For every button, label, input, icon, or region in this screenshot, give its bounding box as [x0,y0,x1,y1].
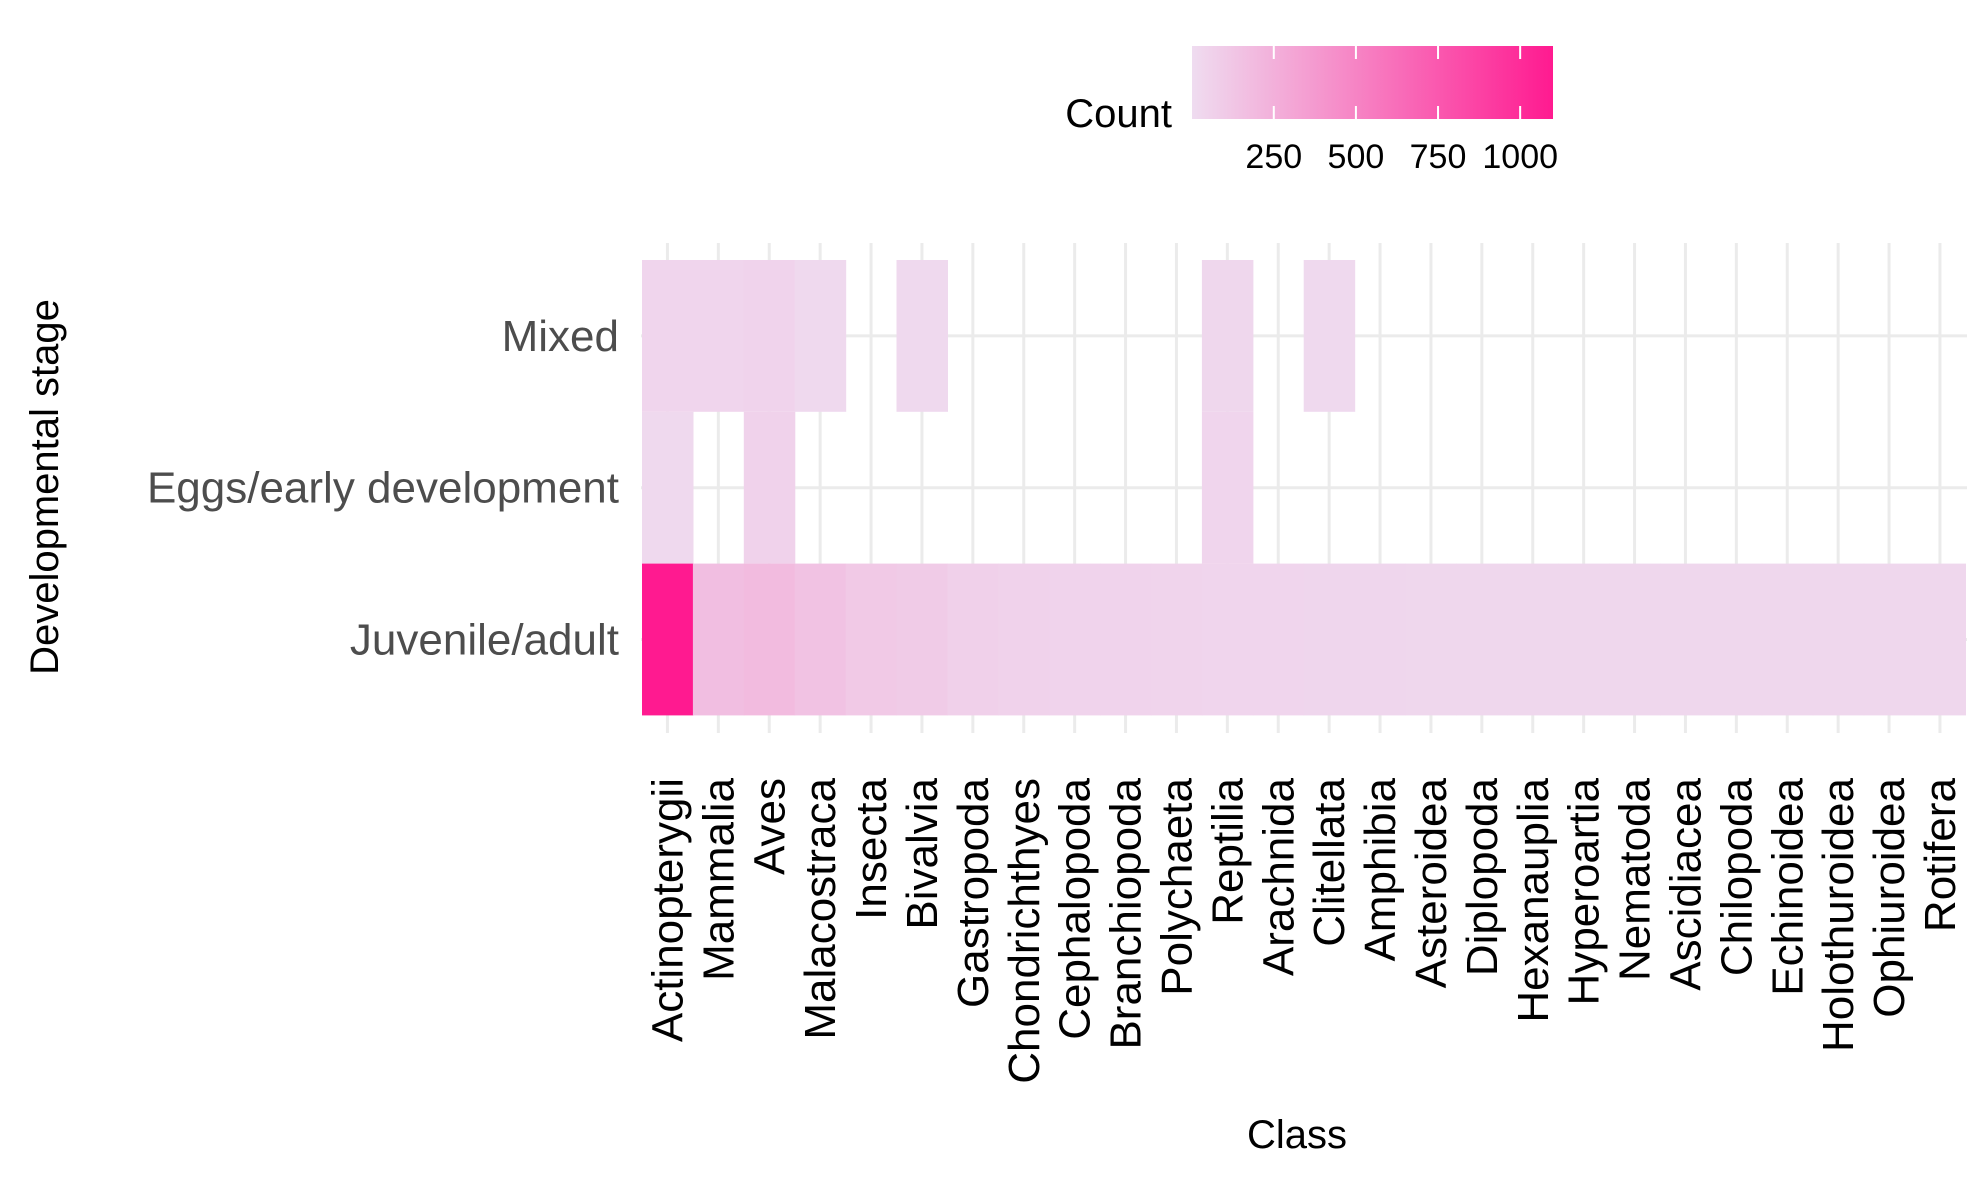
x-axis-title: Class [1247,1113,1347,1157]
x-tick-label-branchiopoda: Branchiopoda [1102,777,1151,1049]
x-tick-label-actinopterygii: Actinopterygii [644,778,693,1042]
x-tick-label-reptilia: Reptilia [1203,777,1252,924]
y-tick-label-juvenile-adult: Juvenile/adult [350,616,619,665]
color-legend: Count 250 500 750 1000 [1065,46,1558,176]
x-tick-label-echinoidea: Echinoidea [1763,777,1812,995]
heatmap-cell-reptilia-eggs-early-development [1201,411,1254,564]
x-tick-label-nematoda: Nematoda [1611,777,1660,981]
heatmap-cell-actinopterygii-eggs-early-development [642,411,694,564]
x-tick-labels: Actinopterygii Mammalia Aves Malacostraca In… [644,718,1965,1084]
y-tick-label-mixed: Mixed [502,312,619,361]
x-tick-label-asteroidea: Asteroidea [1407,777,1456,988]
heatmap-cell-insecta-juvenile-adult [845,563,898,716]
x-tick-label-rotifera: Rotifera [1916,777,1965,932]
heatmap-cell-aves-eggs-early-development [743,411,796,564]
x-tick-label-ophiuroidea: Ophiuroidea [1865,777,1914,1017]
y-tick-label-eggs-early-development: Eggs/early development [147,464,619,513]
legend-tick-label: 750 [1410,138,1467,176]
heatmap-cell-chilopoda-juvenile-adult [1710,563,1763,716]
heatmap-cell-arachnida-juvenile-adult [1252,563,1305,716]
y-tick-labels: Mixed Eggs/early development Juvenile/adul… [147,312,619,665]
heatmap-cells [642,260,1966,716]
heatmap-cell-reptilia-mixed [1201,260,1254,412]
x-tick-label-hexanauplia: Hexanauplia [1509,777,1558,1022]
x-tick-label-holothuroidea: Holothuroidea [1814,777,1863,1051]
legend-color-bar [1192,46,1553,119]
heatmap-cell-chondrichthyes-juvenile-adult [998,563,1050,716]
heatmap-cell-ophiuroidea-juvenile-adult [1863,563,1916,716]
heatmap-cell-actinopterygii-mixed [642,260,694,412]
heatmap-cell-aves-juvenile-adult [743,563,796,716]
x-tick-label-amphibia: Amphibia [1356,777,1405,961]
x-tick-label-aves: Aves [745,778,794,875]
x-tick-label-mammalia: Mammalia [694,777,743,980]
heatmap-cell-rotifera-juvenile-adult [1914,563,1966,716]
heatmap-cell-bivalvia-juvenile-adult [896,563,948,716]
legend-title: Count [1065,92,1172,136]
heatmap-cell-gastropoda-juvenile-adult [947,563,999,716]
heatmap-cell-mammalia-juvenile-adult [692,563,745,716]
heatmap-cell-reptilia-juvenile-adult [1201,563,1254,716]
legend-tick-label: 250 [1245,138,1302,176]
heatmap-cell-cephalopoda-juvenile-adult [1049,563,1101,716]
x-tick-label-gastropoda: Gastropoda [949,777,998,1007]
heatmap-cell-clitellata-juvenile-adult [1303,563,1356,716]
x-tick-label-polychaeta: Polychaeta [1152,777,1201,995]
heatmap-cell-ascidiacea-juvenile-adult [1660,563,1712,716]
heatmap-cell-actinopterygii-juvenile-adult [642,563,694,716]
x-tick-label-malacostraca: Malacostraca [796,777,845,1039]
heatmap-cell-hexanauplia-juvenile-adult [1507,563,1559,716]
heatmap-cell-amphibia-juvenile-adult [1354,563,1407,716]
x-tick-label-insecta: Insecta [847,777,896,919]
x-tick-label-hyperoartia: Hyperoartia [1560,777,1609,1005]
x-tick-label-chondrichthyes: Chondrichthyes [1000,778,1049,1084]
x-tick-label-bivalvia: Bivalvia [898,777,947,929]
x-tick-label-diplopoda: Diplopoda [1458,777,1507,976]
heatmap-cell-holothuroidea-juvenile-adult [1812,563,1865,716]
x-tick-label-clitellata: Clitellata [1305,777,1354,946]
legend-tick-label: 500 [1328,138,1385,176]
heatmap-cell-malacostraca-juvenile-adult [794,563,847,716]
heatmap-cell-nematoda-juvenile-adult [1609,563,1661,716]
heatmap-cell-aves-mixed [743,260,796,412]
y-axis-title: Developmental stage [23,299,67,675]
x-tick-label-cephalopoda: Cephalopoda [1051,777,1100,1039]
heatmap-cell-malacostraca-mixed [794,260,847,412]
heatmap-cell-asteroidea-juvenile-adult [1405,563,1457,716]
x-tick-label-ascidiacea: Ascidiacea [1662,777,1711,990]
x-tick-label-arachnida: Arachnida [1254,777,1303,976]
heatmap-cell-polychaeta-juvenile-adult [1151,563,1203,716]
heatmap-cell-mammalia-mixed [692,260,745,412]
x-tick-label-chilopoda: Chilopoda [1712,777,1761,976]
heatmap-cell-branchiopoda-juvenile-adult [1100,563,1152,716]
heatmap-cell-bivalvia-mixed [896,260,948,412]
heatmap-cell-echinoidea-juvenile-adult [1761,563,1814,716]
legend-ticks: 250 500 750 1000 [1245,46,1558,176]
heatmap-cell-diplopoda-juvenile-adult [1456,563,1508,716]
legend-tick-label: 1000 [1482,138,1558,176]
heatmap-cell-hyperoartia-juvenile-adult [1558,563,1610,716]
heatmap-cell-clitellata-mixed [1303,260,1356,412]
